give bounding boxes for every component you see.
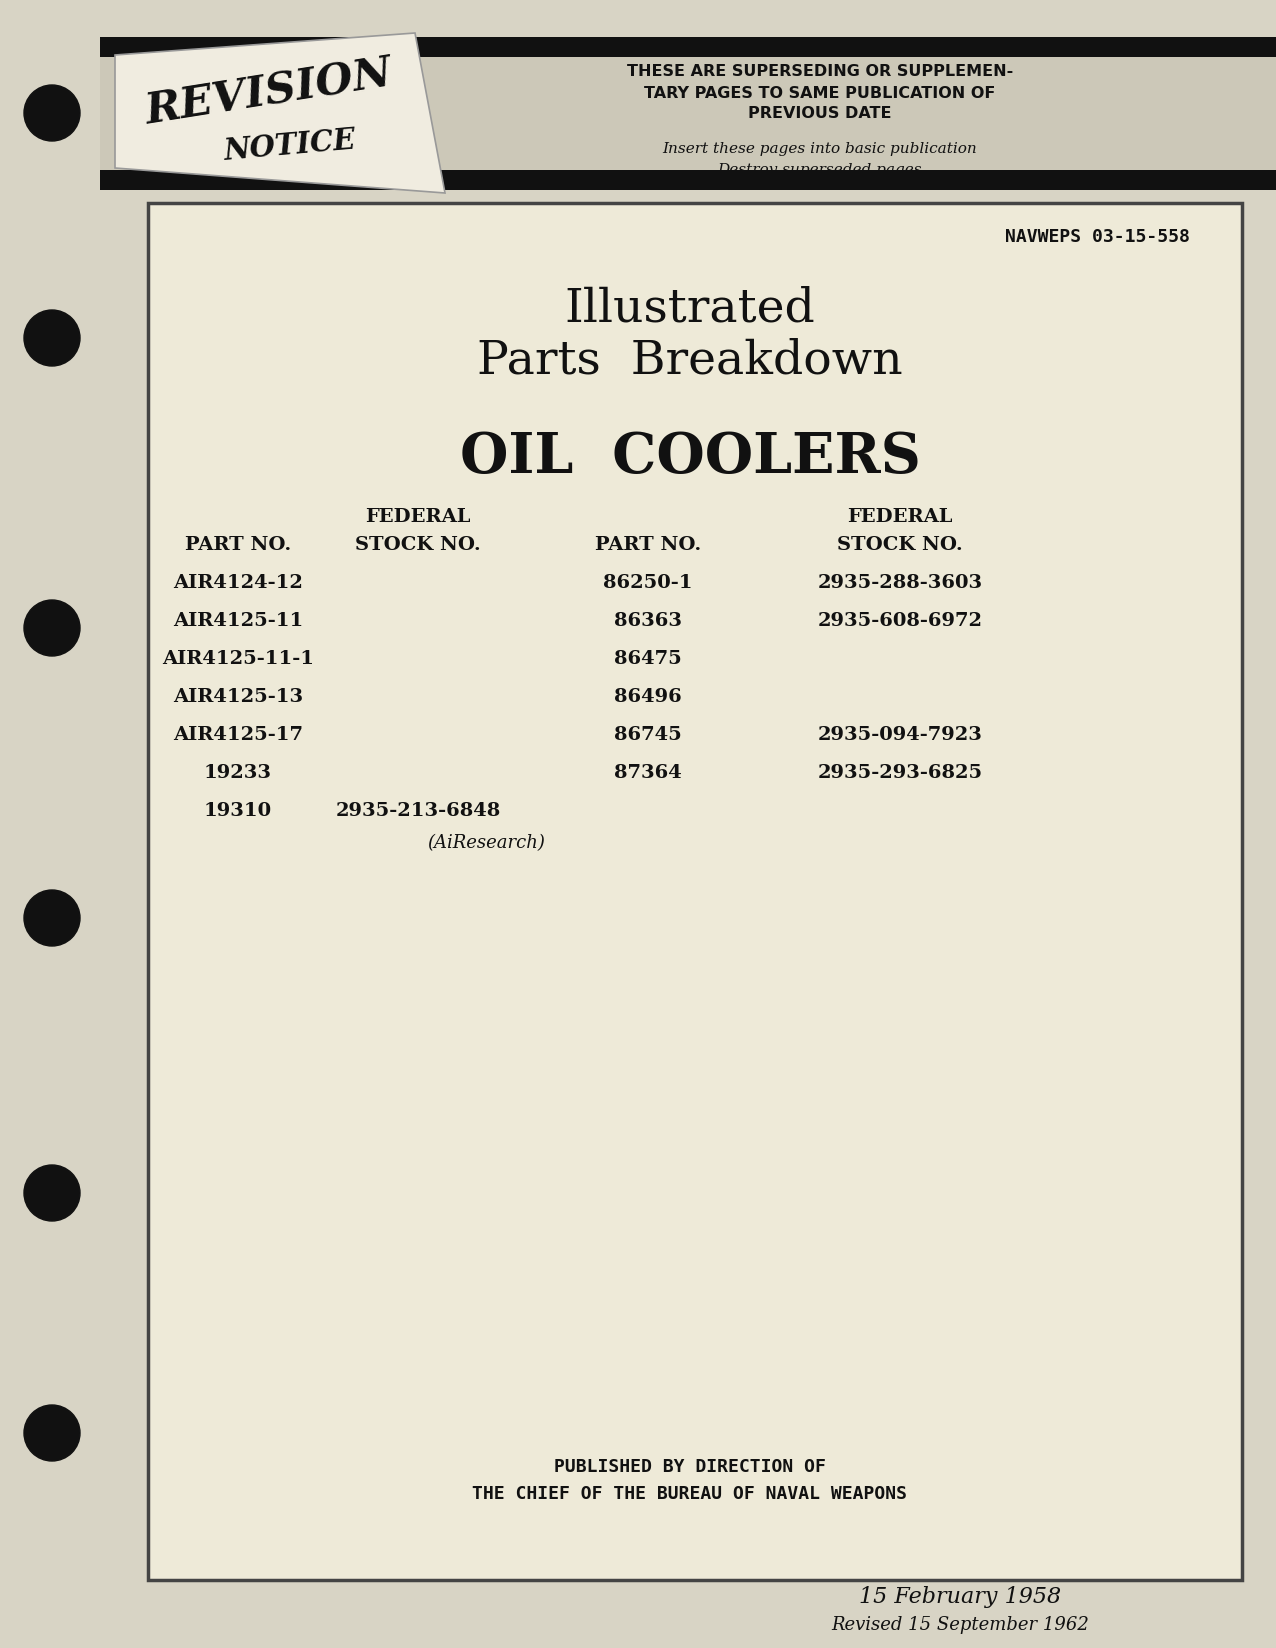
Text: PART NO.: PART NO.: [185, 536, 291, 554]
Text: 2935-213-6848: 2935-213-6848: [336, 801, 500, 819]
Polygon shape: [115, 35, 445, 194]
Text: PART NO.: PART NO.: [595, 536, 701, 554]
Circle shape: [24, 600, 80, 656]
Text: THESE ARE SUPERSEDING OR SUPPLEMEN-: THESE ARE SUPERSEDING OR SUPPLEMEN-: [627, 64, 1013, 79]
Text: 86496: 86496: [614, 687, 681, 705]
Bar: [100, 171, 1276, 191]
Text: REVISION: REVISION: [142, 53, 394, 133]
FancyBboxPatch shape: [148, 204, 1242, 1580]
Text: 15 February 1958: 15 February 1958: [859, 1585, 1062, 1607]
Text: Illustrated: Illustrated: [564, 287, 815, 331]
Text: NAVWEPS 03-15-558: NAVWEPS 03-15-558: [1005, 227, 1191, 246]
Text: PREVIOUS DATE: PREVIOUS DATE: [748, 107, 892, 122]
Text: 86250-1: 86250-1: [604, 574, 693, 592]
Text: FEDERAL: FEDERAL: [365, 508, 471, 526]
Circle shape: [24, 1406, 80, 1462]
Text: PUBLISHED BY DIRECTION OF: PUBLISHED BY DIRECTION OF: [554, 1457, 826, 1475]
Text: OIL  COOLERS: OIL COOLERS: [459, 428, 920, 485]
Text: 19233: 19233: [204, 763, 272, 781]
Text: AIR4125-11-1: AIR4125-11-1: [162, 649, 314, 667]
Circle shape: [24, 890, 80, 946]
Text: 19310: 19310: [204, 801, 272, 819]
Text: STOCK NO.: STOCK NO.: [837, 536, 963, 554]
Text: 87364: 87364: [614, 763, 681, 781]
Text: 2935-094-7923: 2935-094-7923: [818, 725, 983, 743]
Bar: [100, 40, 1276, 191]
Text: 2935-293-6825: 2935-293-6825: [818, 763, 983, 781]
Text: 86745: 86745: [614, 725, 681, 743]
Text: AIR4125-17: AIR4125-17: [174, 725, 302, 743]
Circle shape: [24, 1165, 80, 1221]
Text: FEDERAL: FEDERAL: [847, 508, 953, 526]
Text: Insert these pages into basic publication: Insert these pages into basic publicatio…: [662, 142, 977, 157]
Text: THE CHIEF OF THE BUREAU OF NAVAL WEAPONS: THE CHIEF OF THE BUREAU OF NAVAL WEAPONS: [472, 1485, 907, 1501]
Text: Revised 15 September 1962: Revised 15 September 1962: [831, 1615, 1088, 1633]
Bar: [100, 38, 1276, 58]
Text: AIR4124-12: AIR4124-12: [174, 574, 302, 592]
Text: TARY PAGES TO SAME PUBLICATION OF: TARY PAGES TO SAME PUBLICATION OF: [644, 86, 995, 101]
Text: AIR4125-13: AIR4125-13: [174, 687, 304, 705]
Text: Parts  Breakdown: Parts Breakdown: [477, 338, 903, 384]
Text: 2935-608-6972: 2935-608-6972: [818, 611, 983, 630]
Circle shape: [24, 86, 80, 142]
Text: Destroy superseded pages: Destroy superseded pages: [717, 163, 923, 176]
Circle shape: [24, 311, 80, 368]
Text: (AiResearch): (AiResearch): [427, 834, 545, 852]
Text: 86475: 86475: [614, 649, 681, 667]
Text: 86363: 86363: [614, 611, 681, 630]
Text: NOTICE: NOTICE: [223, 125, 357, 166]
Text: 2935-288-3603: 2935-288-3603: [818, 574, 983, 592]
Text: AIR4125-11: AIR4125-11: [172, 611, 304, 630]
Text: STOCK NO.: STOCK NO.: [355, 536, 481, 554]
